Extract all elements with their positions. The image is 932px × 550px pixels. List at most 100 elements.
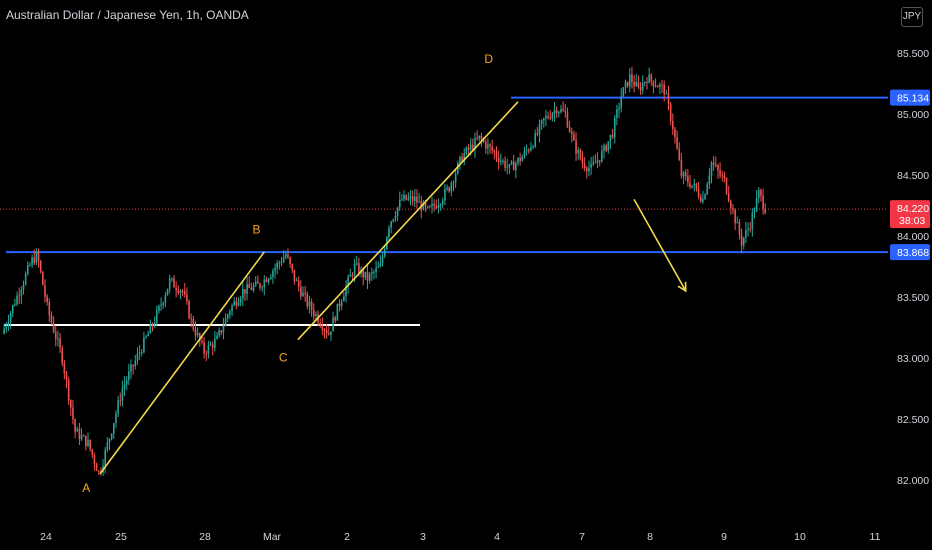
candle-body: [162, 302, 165, 305]
candle-body: [173, 278, 175, 288]
candle-body: [308, 301, 311, 307]
candle-body: [328, 333, 330, 335]
candle-body: [590, 164, 592, 168]
candle-body: [497, 157, 500, 162]
time-tick-label: 9: [721, 531, 727, 543]
price-axis[interactable]: 85.500 85.000 84.500 84.000 83.500 83.000 82.5…: [897, 48, 929, 487]
candle-body: [478, 135, 481, 139]
candle-body: [347, 276, 349, 287]
candle-body: [252, 285, 255, 290]
trend-line[interactable]: [297, 101, 519, 341]
candle-body: [319, 322, 321, 326]
candle-body: [138, 352, 141, 354]
candle-body: [257, 281, 259, 284]
candle-body: [44, 285, 46, 297]
candle-body: [196, 333, 199, 336]
trend-line[interactable]: [99, 251, 265, 475]
candle-body: [732, 208, 734, 210]
projection-arrow-line[interactable]: [633, 199, 687, 292]
candle-body: [704, 194, 706, 200]
candle-body: [373, 271, 375, 273]
candle-body: [446, 187, 448, 189]
candle-body: [687, 176, 689, 183]
candle-body: [519, 157, 521, 162]
candle-body: [231, 305, 233, 312]
candle-body: [678, 148, 681, 160]
candle-body: [422, 202, 425, 210]
candle-body: [321, 325, 324, 330]
candle-body: [239, 298, 242, 303]
candle-body: [431, 203, 433, 207]
candle-body: [168, 278, 171, 289]
candle-body: [128, 371, 130, 381]
candle-body: [22, 284, 25, 290]
price-tick-label: 82.500: [897, 414, 929, 426]
candle-body: [304, 292, 306, 294]
candle-body: [708, 175, 711, 185]
candle-body: [699, 196, 702, 202]
candle-body: [702, 199, 704, 202]
candle-body: [235, 301, 238, 306]
candle-body: [211, 344, 214, 348]
candle-body: [59, 338, 61, 349]
time-tick-label: 2: [344, 531, 350, 543]
candle-body: [119, 400, 122, 402]
candle-body: [487, 144, 489, 149]
candle-body: [424, 202, 427, 207]
candle-body: [695, 183, 698, 190]
candle-body: [697, 189, 700, 197]
candle-body: [530, 147, 532, 151]
candle-body: [719, 170, 721, 176]
candle-body: [454, 173, 457, 183]
candle-body: [7, 322, 10, 326]
candle-body: [762, 195, 764, 209]
candle-body: [637, 81, 640, 87]
candle-body: [452, 182, 455, 184]
candle-body: [379, 263, 382, 267]
candle-body: [194, 328, 197, 336]
candle-body: [398, 199, 401, 208]
candle-body: [439, 204, 442, 206]
time-tick-label: 4: [494, 531, 500, 543]
candle-body: [220, 330, 223, 333]
candle-body: [721, 175, 724, 177]
candle-body: [476, 138, 478, 140]
candle-body: [115, 413, 117, 424]
candle-body: [717, 165, 719, 171]
candle-body: [543, 118, 545, 121]
candle-body: [205, 353, 208, 355]
candle-body: [151, 323, 154, 326]
candle-body: [248, 283, 251, 288]
candle-body: [61, 348, 63, 364]
wave-label-c: C: [279, 351, 288, 365]
candle-body: [407, 197, 410, 200]
candle-body: [156, 310, 158, 323]
candle-body: [97, 470, 100, 472]
candle-body: [667, 93, 670, 105]
candle-body: [751, 212, 754, 230]
currency-button[interactable]: JPY: [901, 7, 923, 27]
candle-body: [9, 313, 12, 323]
candle-body: [568, 126, 571, 132]
candle-body: [70, 400, 72, 408]
candle-body: [672, 120, 674, 129]
candle-body: [27, 265, 29, 274]
candle-body: [405, 194, 407, 200]
candle-body: [91, 449, 94, 456]
candle-body: [394, 216, 397, 220]
candle-body: [409, 196, 412, 198]
candle-body: [39, 261, 42, 272]
candle-body: [689, 182, 691, 188]
time-axis[interactable]: 24 25 28 Mar 2 3 4 7 8 9 10 11: [40, 531, 880, 543]
candle-body: [648, 74, 650, 83]
candle-body: [181, 290, 184, 292]
candle-body: [190, 318, 192, 320]
candle-body: [588, 167, 590, 172]
candle-body: [388, 227, 390, 238]
candle-body: [381, 256, 384, 264]
candle-body: [659, 84, 661, 88]
candle-body: [216, 335, 218, 339]
candle-body: [104, 449, 106, 466]
candle-body: [581, 158, 584, 164]
